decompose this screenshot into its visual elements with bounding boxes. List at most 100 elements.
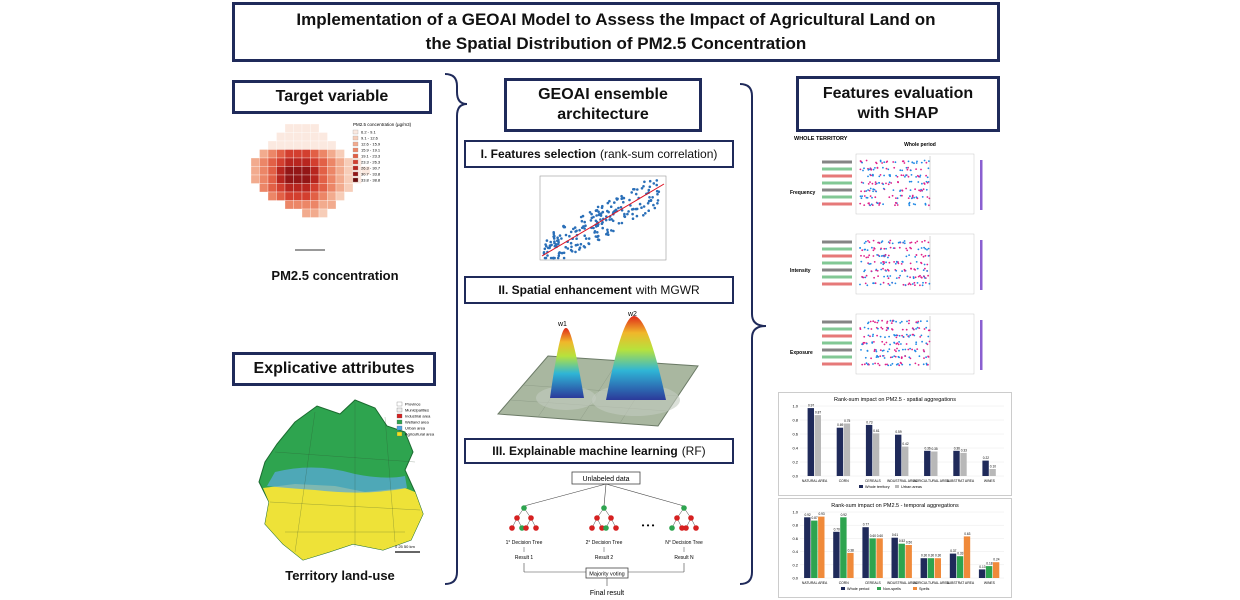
shap-point [898,341,900,343]
pm25-grid-cells [250,123,371,218]
shap-feature-name [822,334,852,338]
shap-point [860,160,862,163]
shap-point [900,263,903,265]
shap-feature-name [822,240,852,244]
pm25-legend-item: 6.2 - 9.1 [361,130,376,135]
shap-point [877,327,879,330]
shap-point [877,275,879,277]
tree-node [599,525,605,531]
shap-point [904,348,907,351]
shap-point [917,364,920,366]
shap-point [895,350,897,353]
scatter-point [583,246,587,249]
shap-point [879,283,882,286]
scatter-point [630,191,633,194]
shap-point [895,260,898,263]
shap-point [923,277,926,279]
step1-bold: I. Features selection [480,147,596,161]
scatter-point [648,196,651,199]
scatter-point [613,201,616,204]
pm25-cell [301,157,311,167]
shap-point [878,204,880,206]
y-tick-label: 0.8 [792,523,798,528]
shap-point [869,181,871,183]
x-tick-label: NATURAL AREA [802,581,828,585]
y-tick-label: 0.0 [792,474,798,479]
bar [895,434,902,476]
x-tick-label: AGRICULTURAL AREA [913,581,950,585]
shap-point [869,262,872,265]
shap-point [913,196,915,199]
scatter-point [609,205,613,208]
pm25-cell [276,174,286,184]
scatter-point [556,236,559,239]
pm25-cell [327,191,337,201]
shap-point [865,342,868,345]
shap-point [892,320,895,322]
scatter-point [566,247,570,250]
shap-point [872,173,874,176]
pm25-cell [276,140,286,150]
shap-point [884,363,887,366]
chart2-title: Rank-sum impact on PM2.5 - temporal aggr… [831,503,959,509]
shap-point [901,270,903,272]
shap-point [919,174,922,177]
pm25-cell [318,200,328,210]
shap-point [908,336,910,338]
bar [872,433,880,476]
shap-point [892,189,895,191]
tree-label: 1° Decision Tree [506,540,543,546]
shap-feature-name [822,195,852,199]
pm25-cell [301,174,311,184]
pm25-cell [293,157,303,167]
shap-point [914,362,917,365]
x-tick-label: NATURAL AREA [802,479,828,483]
shap-point [923,350,925,353]
x-tick-label: WINES [984,581,996,585]
shap-point [904,284,907,286]
pm25-cell [318,174,328,184]
bar [985,566,993,578]
pm25-legend-item: 33.8 - 38.8 [361,178,381,183]
shap-feature-name [822,188,852,192]
pm25-cell [327,200,337,210]
landuse-scale-text: 0 25 50 km [395,544,415,549]
shap-point [859,195,862,198]
shap-point [877,362,879,365]
scatter-point [601,221,604,224]
shap-point [887,256,889,259]
tree-node [521,505,527,511]
step-spatial-enhancement: II. Spatial enhancement with MGWR [464,276,734,304]
legend-label: Whole period [847,587,869,591]
shap-point [894,161,897,164]
bar-chart-spatial: Rank-sum impact on PM2.5 - spatial aggre… [778,392,1012,496]
pm25-cell [293,200,303,210]
shap-point [881,240,884,242]
shap-point [861,363,864,366]
pm25-legend-item: 9.1 - 12.6 [361,136,379,141]
x-tick-label: WINES [984,479,996,483]
pm25-cell [276,183,286,193]
shap-feature-name [822,320,852,324]
shap-point [893,349,896,351]
pm25-cell [276,149,286,159]
shap-point [889,356,892,359]
pm25-cell [310,200,320,210]
shap-point [887,168,890,171]
pm25-legend-item: 12.6 - 15.9 [361,142,381,147]
shap-point [880,262,882,264]
shap-point [870,328,873,330]
shap-point [915,168,917,170]
shap-point [918,189,920,192]
scatter-point [640,206,643,209]
pm25-cell [361,166,371,176]
pm25-cell [293,174,303,184]
shap-point [914,276,917,279]
pm25-cell [267,183,277,193]
shap-point [882,261,884,263]
shap-point [909,169,912,172]
pm25-cell [327,174,337,184]
shap-point [927,335,930,338]
scatter-point [656,202,659,205]
shap-point [859,202,862,205]
